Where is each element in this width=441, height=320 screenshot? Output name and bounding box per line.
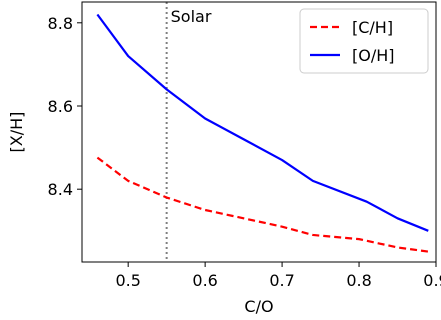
legend-label-ch: [C/H] (352, 18, 393, 37)
plot-frame (81, 1, 437, 263)
x-tick-label: 0.6 (192, 271, 217, 290)
x-tick-label: 0.5 (115, 271, 140, 290)
legend: [C/H] [O/H] (299, 8, 429, 74)
y-axis-label: [X/H] (7, 112, 26, 153)
y-tick-label: 8.8 (48, 14, 73, 33)
y-tick-label: 8.4 (48, 180, 73, 199)
series-line-ch (96, 156, 429, 253)
series-layer (96, 13, 429, 253)
x-tick-label: 0.7 (269, 271, 294, 290)
x-tick-label: 0.9 (423, 271, 441, 290)
solar-annotation: Solar (171, 7, 212, 26)
legend-label-oh: [O/H] (352, 46, 395, 65)
x-tick-label: 0.8 (346, 271, 371, 290)
series-line-oh (96, 13, 429, 232)
legend-box (299, 8, 429, 74)
y-tick-label: 8.6 (48, 97, 73, 116)
x-axis-label: C/O (244, 297, 273, 316)
ticks-layer: 0.5 0.6 0.7 0.8 0.9 8.4 8.6 8.8 (48, 14, 441, 290)
